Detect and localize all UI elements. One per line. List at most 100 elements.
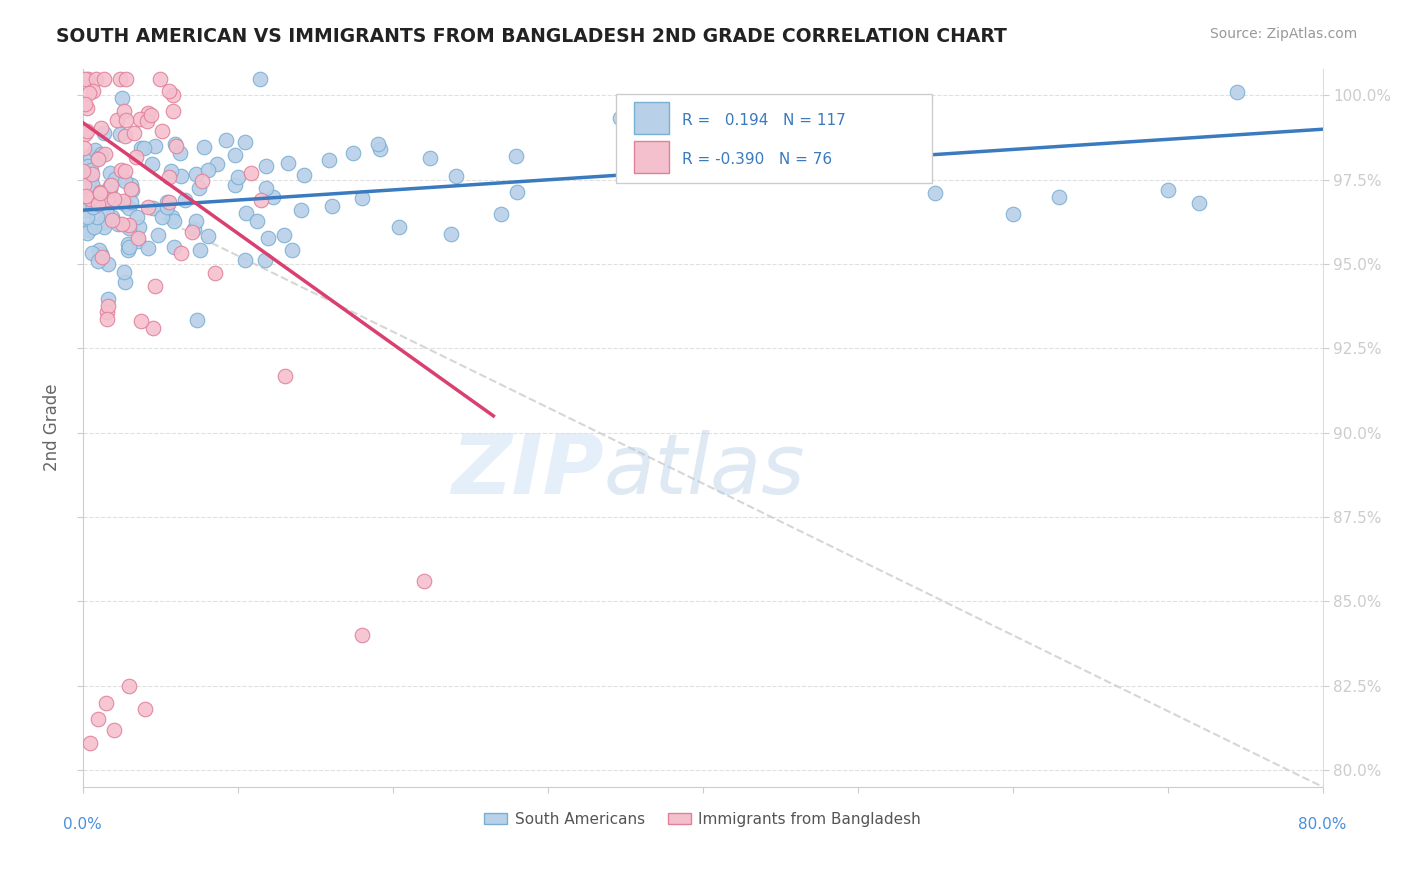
Point bbox=[204, 266, 226, 280]
Point bbox=[188, 244, 211, 258]
Point bbox=[82, 84, 104, 98]
Point bbox=[73, 127, 96, 141]
Point bbox=[367, 136, 389, 151]
Point bbox=[318, 153, 340, 167]
Point bbox=[156, 195, 179, 210]
Point bbox=[75, 222, 97, 236]
Point bbox=[292, 169, 315, 183]
Point bbox=[246, 214, 269, 228]
Point bbox=[1047, 189, 1070, 203]
FancyBboxPatch shape bbox=[634, 141, 669, 173]
Point bbox=[1187, 196, 1209, 211]
Point bbox=[342, 146, 364, 161]
Point bbox=[97, 257, 120, 271]
Point bbox=[73, 71, 96, 86]
Point bbox=[163, 214, 186, 228]
Text: atlas: atlas bbox=[603, 430, 806, 511]
Point bbox=[162, 87, 184, 102]
Point bbox=[1226, 85, 1249, 99]
Point bbox=[224, 147, 246, 161]
Point bbox=[143, 138, 166, 153]
Point bbox=[118, 679, 141, 693]
Point bbox=[98, 182, 121, 196]
Point bbox=[350, 628, 373, 642]
Point bbox=[207, 156, 229, 170]
Point bbox=[87, 253, 110, 268]
Point bbox=[105, 112, 128, 127]
Point bbox=[256, 231, 278, 245]
Point bbox=[138, 106, 160, 120]
Point bbox=[159, 169, 181, 184]
Point bbox=[93, 219, 115, 234]
Text: R = -0.390   N = 76: R = -0.390 N = 76 bbox=[682, 152, 832, 167]
Point bbox=[110, 162, 132, 177]
Point bbox=[1156, 183, 1178, 197]
Point bbox=[290, 202, 312, 217]
Point bbox=[117, 236, 139, 251]
Point bbox=[98, 178, 121, 193]
Point bbox=[82, 246, 104, 260]
Point bbox=[235, 206, 257, 220]
Point bbox=[139, 108, 162, 122]
Point bbox=[87, 243, 110, 257]
Point bbox=[87, 152, 110, 166]
Point bbox=[121, 183, 143, 197]
Point bbox=[111, 91, 134, 105]
Y-axis label: 2nd Grade: 2nd Grade bbox=[44, 384, 60, 472]
Point bbox=[254, 181, 277, 195]
Point bbox=[157, 84, 180, 98]
Point bbox=[79, 736, 101, 750]
Text: ZIP: ZIP bbox=[451, 430, 603, 511]
Point bbox=[79, 149, 101, 163]
Point bbox=[84, 71, 107, 86]
Point bbox=[157, 194, 180, 209]
Point bbox=[159, 164, 181, 178]
Text: SOUTH AMERICAN VS IMMIGRANTS FROM BANGLADESH 2ND GRADE CORRELATION CHART: SOUTH AMERICAN VS IMMIGRANTS FROM BANGLA… bbox=[56, 27, 1007, 45]
Point bbox=[143, 279, 166, 293]
Point bbox=[77, 159, 100, 173]
Point bbox=[1001, 206, 1024, 220]
Point bbox=[72, 197, 94, 211]
Point bbox=[254, 159, 277, 173]
Point bbox=[86, 210, 108, 224]
Point bbox=[233, 252, 256, 267]
Point bbox=[101, 210, 124, 224]
Point bbox=[412, 574, 434, 588]
Point bbox=[115, 71, 138, 86]
Point bbox=[170, 169, 193, 184]
Point bbox=[77, 223, 100, 237]
Point bbox=[262, 190, 284, 204]
Point bbox=[114, 174, 136, 188]
Point bbox=[110, 71, 132, 86]
Point bbox=[90, 120, 112, 135]
Point bbox=[128, 219, 150, 234]
Point bbox=[163, 136, 186, 151]
Point bbox=[924, 186, 946, 201]
Point bbox=[87, 196, 110, 211]
Point bbox=[111, 194, 134, 209]
Point bbox=[82, 178, 104, 192]
Point bbox=[127, 210, 149, 224]
Point bbox=[114, 197, 136, 211]
Point bbox=[609, 111, 631, 125]
Point bbox=[75, 189, 97, 203]
Point bbox=[107, 218, 129, 232]
Point bbox=[187, 181, 209, 195]
Point bbox=[120, 182, 142, 196]
Point bbox=[93, 126, 115, 140]
Point bbox=[142, 321, 165, 335]
Point bbox=[98, 166, 121, 180]
Point bbox=[76, 101, 98, 115]
Point bbox=[148, 71, 170, 86]
Point bbox=[97, 299, 120, 313]
Point bbox=[108, 128, 131, 142]
Point bbox=[281, 243, 304, 257]
Point bbox=[350, 191, 373, 205]
Point bbox=[184, 213, 207, 227]
Point bbox=[103, 723, 125, 737]
Point bbox=[87, 151, 110, 165]
Point bbox=[112, 265, 135, 279]
Point bbox=[197, 163, 219, 178]
Point bbox=[94, 203, 117, 218]
Point bbox=[170, 246, 193, 260]
